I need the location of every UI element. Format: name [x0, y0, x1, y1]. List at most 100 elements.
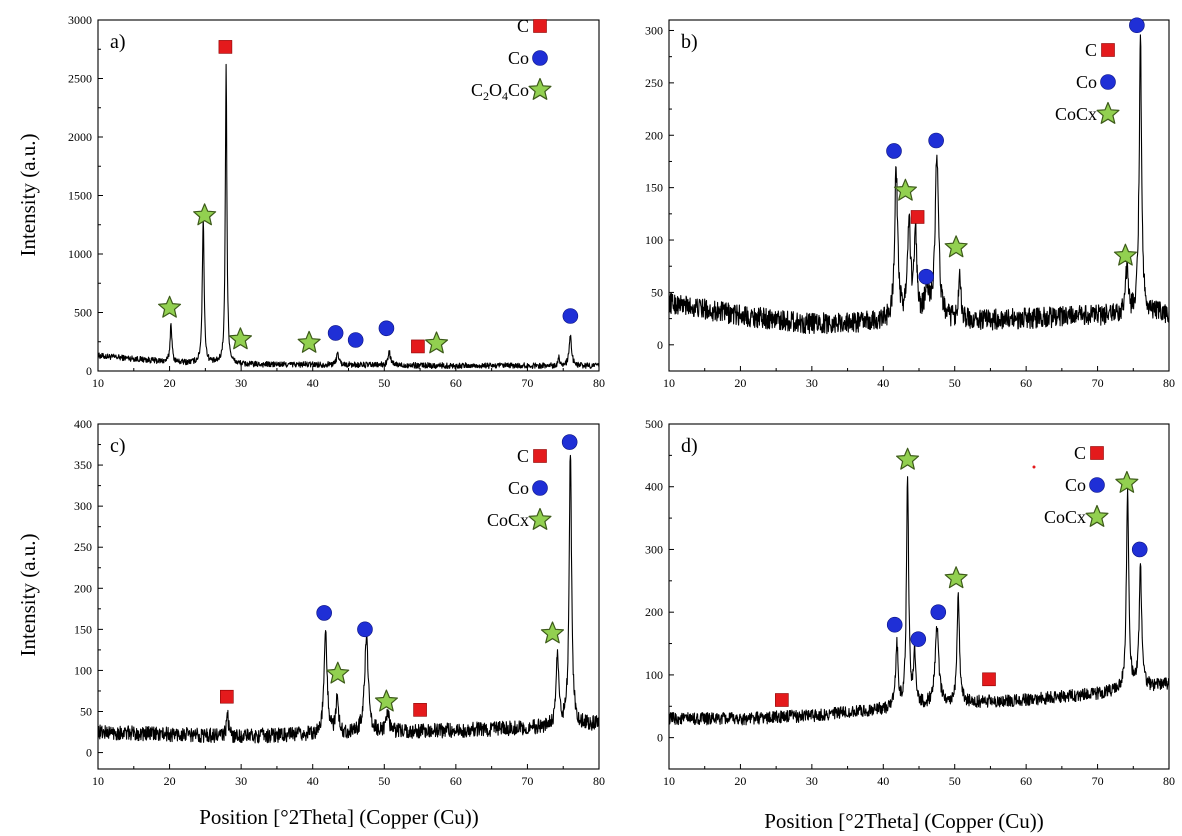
legend-marker-cocx-d — [1085, 504, 1109, 527]
marker-co-a-5 — [562, 308, 579, 324]
marker-co-a-4 — [378, 320, 395, 337]
marker-c2o4co-a-10 — [425, 331, 449, 354]
legend-marker-c-b — [1101, 43, 1115, 57]
x-tick-label-b-0: 10 — [663, 376, 675, 390]
x-axis-title-left: Position [°2Theta] (Copper (Cu)) — [199, 805, 479, 829]
x-tick-label-c-0: 10 — [92, 774, 104, 788]
x-axis-title-right: Position [°2Theta] (Copper (Cu)) — [764, 809, 1044, 833]
x-tick-label-d-6: 70 — [1092, 774, 1104, 788]
marker-cocx-d-6 — [896, 447, 920, 470]
legend-label-cocx-b: CoCx — [1055, 104, 1097, 124]
marker-co-c-3 — [357, 621, 373, 638]
panel-label-a: a) — [110, 31, 126, 53]
y-tick-label-a-4: 2000 — [68, 130, 92, 144]
xrd-pattern-d — [668, 476, 1170, 726]
legend-marker-c-d — [1090, 446, 1104, 460]
y-tick-label-c-6: 300 — [74, 499, 92, 513]
marker-c-c-0 — [220, 689, 234, 704]
panel-label-d: d) — [681, 435, 698, 457]
marker-c2o4co-a-8 — [228, 327, 252, 350]
panel-label-c: c) — [110, 435, 126, 457]
y-tick-label-b-5: 250 — [645, 76, 663, 90]
y-tick-label-d-1: 100 — [645, 668, 663, 682]
x-tick-label-b-3: 40 — [877, 376, 889, 390]
y-tick-label-c-0: 0 — [86, 746, 92, 760]
x-tick-label-c-1: 20 — [164, 774, 176, 788]
x-tick-label-a-0: 10 — [92, 376, 104, 390]
marker-c-a-0 — [218, 40, 233, 54]
y-tick-label-b-1: 50 — [651, 285, 663, 299]
x-tick-label-b-5: 60 — [1020, 376, 1032, 390]
y-tick-label-c-7: 350 — [74, 458, 92, 472]
x-tick-label-b-1: 20 — [734, 376, 746, 390]
legend-label-cocx-c: CoCx — [487, 510, 529, 530]
x-tick-label-d-0: 10 — [663, 774, 675, 788]
marker-cocx-d-7 — [944, 566, 968, 589]
x-tick-label-a-6: 70 — [521, 376, 533, 390]
plot-frame-a — [97, 19, 600, 372]
marker-cocx-c-6 — [374, 689, 398, 712]
y-tick-label-c-1: 50 — [80, 705, 92, 719]
legend-label-c-a: C — [517, 16, 529, 36]
y-tick-label-b-6: 300 — [645, 23, 663, 37]
y-tick-label-d-3: 300 — [645, 542, 663, 556]
xrd-pattern-c — [97, 454, 600, 744]
x-tick-label-c-6: 70 — [521, 774, 533, 788]
legend-label-cocx-d: CoCx — [1044, 507, 1086, 527]
marker-cocx-c-7 — [540, 621, 564, 644]
x-tick-label-b-4: 50 — [949, 376, 961, 390]
x-tick-label-d-7: 80 — [1163, 774, 1175, 788]
y-axis-title-top: Intensity (a.u.) — [16, 133, 40, 256]
y-axis-title-bottom: Intensity (a.u.) — [16, 533, 40, 656]
panel-c: 10 20 30 40 50 60 70 80 0 50 100 150 200 250 300 350 400… — [74, 417, 605, 788]
marker-co-b-4 — [1129, 17, 1145, 34]
marker-co-d-4 — [930, 604, 947, 620]
y-tick-label-c-8: 400 — [74, 417, 92, 431]
marker-co-a-3 — [347, 332, 364, 348]
x-tick-label-a-4: 50 — [378, 376, 390, 390]
legend-marker-co-a — [532, 50, 548, 66]
x-tick-label-c-3: 40 — [307, 774, 319, 788]
legend-marker-co-d — [1089, 477, 1105, 493]
y-tick-label-c-4: 200 — [74, 581, 92, 595]
marker-c-b-0 — [910, 210, 925, 224]
marker-c-c-1 — [413, 703, 427, 717]
marker-cocx-b-5 — [893, 178, 917, 201]
marker-co-c-2 — [316, 605, 332, 621]
legend-label-co-c: Co — [508, 478, 529, 498]
marker-c-d-0 — [775, 693, 789, 707]
y-tick-label-b-0: 0 — [657, 338, 663, 352]
y-tick-label-a-5: 2500 — [68, 72, 92, 86]
y-tick-label-a-1: 500 — [74, 306, 92, 320]
stray-dot — [1032, 465, 1036, 469]
panel-a: 10 20 30 40 50 60 70 80 0 500 1000 1500 2000 2500 3000… — [68, 13, 605, 390]
marker-co-b-3 — [918, 268, 934, 285]
marker-c2o4co-a-6 — [158, 295, 182, 318]
marker-co-b-1 — [886, 143, 902, 159]
marker-cocx-c-5 — [326, 661, 350, 684]
marker-cocx-b-6 — [944, 235, 968, 258]
legend-marker-c-a — [533, 19, 547, 33]
x-tick-label-c-5: 60 — [450, 774, 462, 788]
x-tick-label-d-3: 40 — [877, 774, 889, 788]
x-tick-label-c-7: 80 — [593, 774, 605, 788]
legend-label-co-b: Co — [1076, 72, 1097, 92]
x-tick-label-a-2: 30 — [235, 376, 247, 390]
legend-marker-cocx-c — [528, 507, 552, 530]
x-tick-label-a-1: 20 — [164, 376, 176, 390]
x-tick-label-d-2: 30 — [806, 774, 818, 788]
panel-d: 10 20 30 40 50 60 70 80 0 100 200 300 400 500 d) C Co CoC… — [645, 417, 1175, 788]
y-tick-label-c-2: 100 — [74, 663, 92, 677]
marker-c-a-1 — [411, 339, 425, 354]
xrd-pattern-a — [97, 63, 600, 370]
y-tick-label-d-5: 500 — [645, 417, 663, 431]
y-tick-label-b-4: 200 — [645, 128, 663, 142]
legend-label-c2o4co-a: C2O4Co — [471, 80, 529, 103]
marker-c-d-1 — [982, 672, 996, 687]
marker-co-b-2 — [928, 132, 944, 149]
x-tick-label-d-5: 60 — [1020, 774, 1032, 788]
marker-co-d-2 — [886, 616, 903, 633]
marker-cocx-b-7 — [1113, 243, 1137, 266]
marker-co-c-4 — [561, 434, 578, 450]
